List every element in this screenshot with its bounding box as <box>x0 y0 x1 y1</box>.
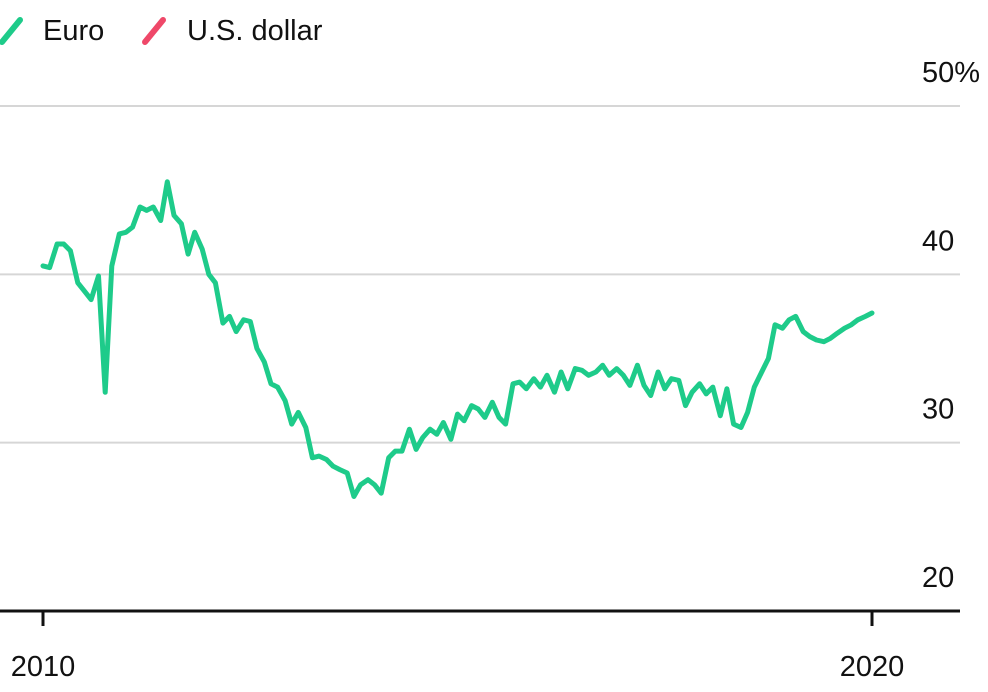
gridlines <box>0 105 960 444</box>
x-tick-label-2010: 2010 <box>11 651 76 683</box>
legend-label-euro: Euro <box>43 15 104 47</box>
y-tick-label-40: 40 <box>922 225 954 257</box>
legend-item-euro: Euro <box>0 15 104 47</box>
legend-us-dollar-slash-icon <box>142 17 166 45</box>
legend-euro-slash-icon <box>0 17 23 45</box>
x-axis-ticks: 2010 2020 <box>11 611 905 683</box>
y-tick-label-30: 30 <box>922 394 954 426</box>
legend: Euro U.S. dollar <box>0 15 323 47</box>
y-tick-label-50: 50% <box>922 57 980 89</box>
x-tick-label-2020: 2020 <box>840 651 905 683</box>
legend-item-us-dollar: U.S. dollar <box>142 15 323 47</box>
y-axis-tick-labels: 20 30 40 50% <box>922 57 980 594</box>
series-layer <box>40 179 875 499</box>
y-tick-label-20: 20 <box>922 562 954 594</box>
series-line-euro <box>40 179 875 499</box>
legend-label-us-dollar: U.S. dollar <box>187 15 323 47</box>
